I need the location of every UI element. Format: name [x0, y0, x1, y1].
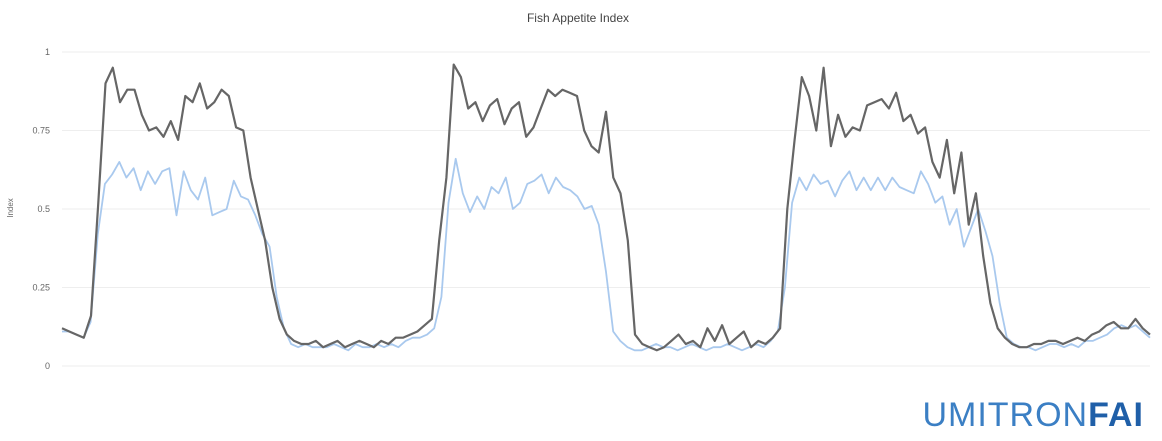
y-tick-label: 0.75 [32, 126, 50, 136]
brand-logo-bold-text: FAI [1088, 396, 1144, 434]
y-tick-label: 0 [45, 361, 50, 371]
y-axis-label: Index [6, 198, 15, 218]
y-tick-label: 1 [45, 47, 50, 57]
brand-logo: UMITRONFAI [922, 396, 1144, 435]
chart-title: Fish Appetite Index [527, 11, 629, 25]
y-tick-labels: 0 0.25 0.5 0.75 1 [32, 47, 50, 371]
brand-logo-text: UMITRON [922, 396, 1089, 434]
series-lines [61, 63, 1151, 352]
series-line-dark [61, 63, 1151, 352]
series-line-light [62, 157, 1151, 352]
y-tick-label: 0.5 [37, 204, 50, 214]
y-tick-label: 0.25 [32, 283, 50, 293]
